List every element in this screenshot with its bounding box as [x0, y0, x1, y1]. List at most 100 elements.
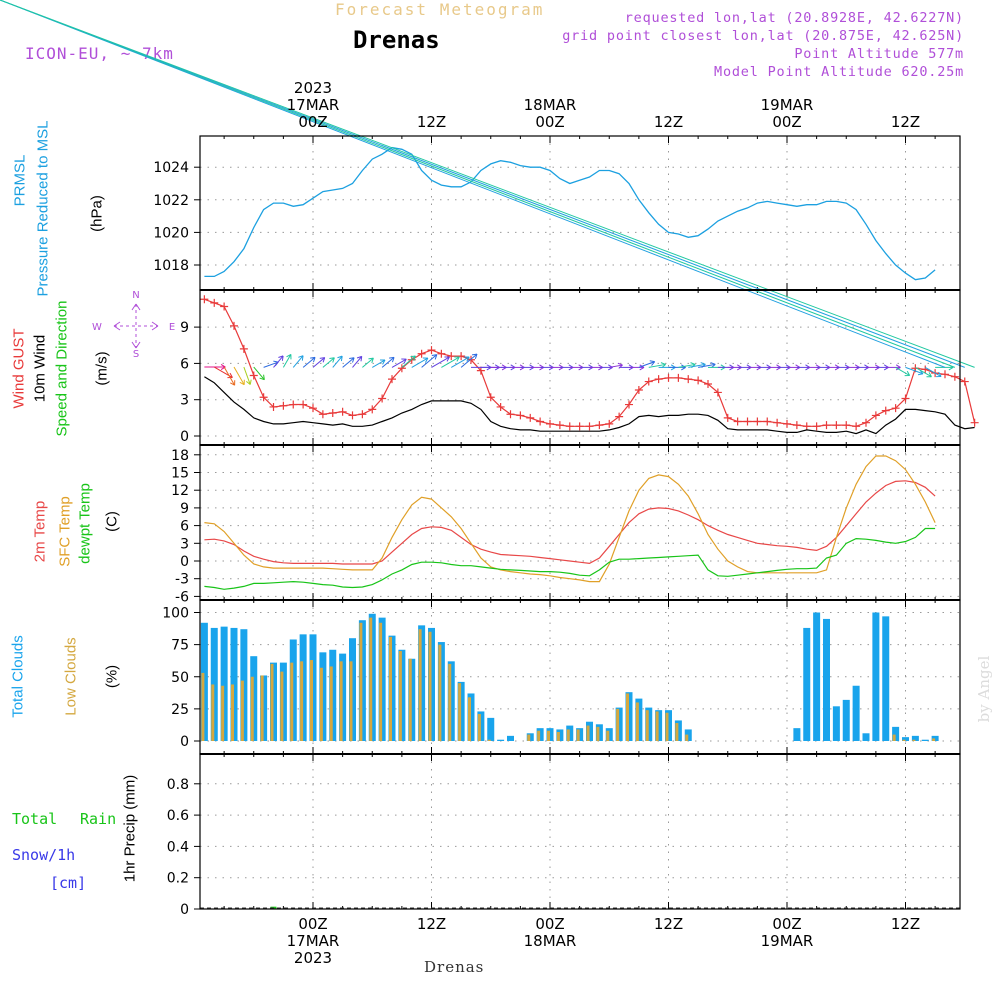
gust-marker [249, 371, 258, 380]
station-name: Drenas [353, 26, 440, 54]
wind-arrow [698, 363, 716, 368]
low-cloud-bar [201, 672, 205, 741]
gust-marker [585, 422, 594, 431]
low-cloud-bar [398, 651, 402, 741]
gust-marker [832, 421, 841, 430]
low-cloud-bar [912, 739, 916, 741]
wind-arrow [391, 358, 407, 368]
low-cloud-bar [231, 684, 234, 741]
bottom-time-label: 00Z [535, 915, 564, 933]
wind-arrowhead [329, 357, 335, 363]
gust-marker [881, 406, 890, 415]
gust-marker [743, 417, 752, 426]
wind-arrowhead [298, 355, 304, 361]
gust-marker [447, 352, 456, 361]
gust-marker [950, 372, 959, 381]
low-cloud-bar [537, 730, 541, 741]
gust-marker [220, 302, 229, 311]
wind-arrow [678, 363, 696, 368]
model-name: ICON-EU, ~ 7km [25, 44, 174, 63]
top-time-label: 18MAR [524, 96, 577, 114]
total-cloud-bar [803, 627, 811, 741]
snow-label: Snow/1h [12, 846, 76, 864]
total-label: Total [12, 810, 58, 828]
wind-arrowhead [286, 353, 292, 360]
pressure-tick-label: 1024 [153, 160, 189, 176]
wind-arrowhead [649, 360, 656, 366]
rain-label: Rain [80, 810, 117, 828]
wind-arrow [0, 0, 975, 368]
wind-arrow [609, 364, 623, 368]
gust-marker [723, 413, 732, 422]
top-time-label: 17MAR [287, 96, 340, 114]
gust-marker [733, 417, 742, 426]
wind-arrow [0, 0, 946, 368]
low-cloud-bar [547, 730, 550, 741]
top-time-label: 12Z [417, 113, 446, 131]
gust-marker [812, 422, 821, 431]
temp-tick-label: 6 [180, 519, 189, 535]
wind-tick-label: 6 [180, 356, 189, 372]
wind-arrow [411, 357, 429, 368]
low-cloud-bar [250, 676, 254, 741]
wind-arrow [312, 357, 326, 368]
wind-arrow [460, 353, 478, 368]
low-cloud-bar [487, 739, 491, 741]
wind-arrow [233, 366, 245, 385]
wind-arrow [322, 357, 335, 368]
wind-arrowhead [368, 357, 374, 364]
wind-arrow [431, 356, 450, 368]
low-cloud-bar [329, 666, 333, 741]
bottom-time-label: 00Z [772, 915, 801, 933]
gust-marker [575, 422, 584, 431]
precip-tick-label: 0.8 [167, 777, 189, 793]
wind-arrow [342, 357, 355, 368]
gust-marker [309, 404, 317, 413]
wind-arrow [638, 361, 655, 368]
gust-marker [328, 409, 337, 418]
total-cloud-bar [842, 699, 850, 741]
wind-arrow [292, 355, 304, 368]
gust-marker [595, 421, 604, 430]
wind-arrowhead [464, 356, 470, 362]
gust-marker [792, 421, 801, 430]
gust-marker [802, 422, 811, 431]
gust-marker [486, 393, 495, 402]
gust-marker [279, 401, 288, 410]
wind-arrow [273, 355, 284, 368]
gust-marker [496, 402, 505, 411]
gust-marker [773, 418, 782, 427]
low-cloud-bar [448, 663, 452, 741]
gust-marker [427, 346, 436, 355]
top-time-label: 12Z [654, 113, 683, 131]
low-cloud-bar [616, 708, 620, 741]
gust-marker [753, 417, 762, 426]
bottom-time-label: 12Z [891, 915, 920, 933]
total-cloud-bar [487, 717, 495, 741]
gust-marker [713, 388, 722, 397]
gust-marker [299, 400, 308, 409]
gust-marker [970, 418, 979, 427]
low-cloud-bar [300, 661, 304, 741]
gust-marker [941, 370, 949, 379]
top-time-label: 2023 [294, 79, 332, 97]
precip-tick-label: 0.4 [167, 839, 189, 855]
gust-marker [615, 412, 624, 421]
pressure-tick-label: 1022 [153, 193, 189, 209]
temp-tick-label: 18 [171, 448, 189, 464]
bottom-time-label: 17MAR [287, 932, 340, 950]
wind-arrowhead [310, 356, 316, 363]
gust-marker [694, 376, 703, 385]
gust-marker [289, 400, 298, 409]
bottom-time-label: 18MAR [524, 932, 577, 950]
gust-marker [526, 413, 535, 422]
low-cloud-bar [645, 710, 649, 741]
wind-arrowhead [337, 355, 343, 362]
gust-marker [605, 419, 614, 428]
low-cloud-bar [389, 636, 392, 741]
wind-arrow [381, 356, 395, 368]
low-cloud-bar [369, 617, 373, 741]
temp-tick-label: -3 [175, 572, 189, 588]
wind-arrowhead [410, 355, 416, 361]
gust-marker [467, 355, 475, 364]
